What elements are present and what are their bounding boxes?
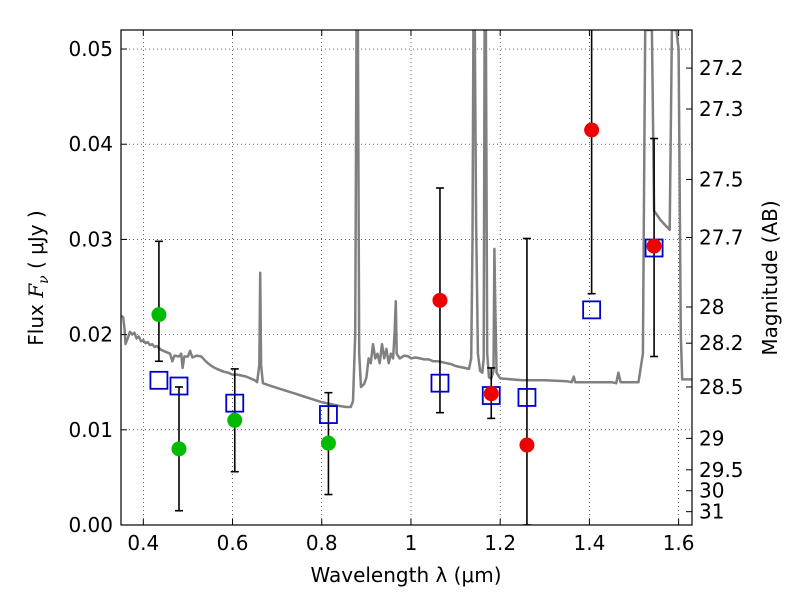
right-tick-label: 27.3 xyxy=(699,97,744,121)
right-tick-label: 27.7 xyxy=(699,226,744,250)
plot-area xyxy=(121,30,692,525)
x-tick-label: 0.6 xyxy=(217,531,249,555)
right-tick-label: 28.2 xyxy=(699,331,744,355)
model-square xyxy=(319,405,338,424)
y-tick-label: 0.03 xyxy=(68,227,113,251)
right-tick-label: 28.5 xyxy=(699,375,744,399)
right-tick-label: 27.2 xyxy=(699,56,744,80)
y-tick-label: 0.00 xyxy=(68,513,113,537)
x-tick-label: 1 xyxy=(405,531,418,555)
green-point xyxy=(151,307,167,323)
y-label-unit: ( μJy ) xyxy=(24,210,48,275)
model-square xyxy=(430,373,450,393)
right-tick-label: 31 xyxy=(699,500,724,524)
y-axis-label: Flux Fν ( μJy ) xyxy=(24,210,52,345)
red-point xyxy=(432,292,448,308)
x-axis-label: Wavelength λ (μm) xyxy=(310,563,501,587)
y-tick-label: 0.05 xyxy=(68,37,113,61)
model-square xyxy=(582,300,602,320)
red-point xyxy=(483,386,499,402)
model-square xyxy=(225,393,245,413)
spectrum-line xyxy=(121,30,692,409)
red-point xyxy=(584,122,600,138)
x-tick-label: 0.4 xyxy=(127,531,159,555)
plot-frame xyxy=(120,29,693,526)
y-label-symbol: F xyxy=(24,283,48,299)
x-tick-label: 1.6 xyxy=(663,531,695,555)
right-tick-label: 30 xyxy=(699,479,724,503)
right-tick-label: 29 xyxy=(699,426,724,450)
red-point xyxy=(519,437,535,453)
y-tick-label: 0.01 xyxy=(68,418,113,442)
right-tick-label: 29.5 xyxy=(699,458,744,482)
x-tick-label: 1.2 xyxy=(484,531,516,555)
y-tick-label: 0.04 xyxy=(68,132,113,156)
green-point xyxy=(227,412,243,428)
y-label-prefix: Flux xyxy=(24,298,48,346)
y-label-subscript: ν xyxy=(36,275,52,284)
y-tick-label: 0.02 xyxy=(68,323,113,347)
model-square xyxy=(149,370,169,390)
right-axis-label: Magnitude (AB) xyxy=(758,200,782,355)
axis-ticks: 0.4 0.6 0.8 1 1.2 1.4 1.6 0.00 0.01 0.02 0.03 0.04 0… xyxy=(68,30,744,555)
red-point xyxy=(646,238,662,254)
green-point xyxy=(171,441,187,457)
x-tick-label: 0.8 xyxy=(306,531,338,555)
model-square xyxy=(169,376,189,396)
right-tick-label: 27.5 xyxy=(699,167,744,191)
right-tick-label: 28 xyxy=(699,295,724,319)
green-point xyxy=(320,435,336,451)
model-square xyxy=(517,388,537,407)
x-tick-label: 1.4 xyxy=(573,531,605,555)
